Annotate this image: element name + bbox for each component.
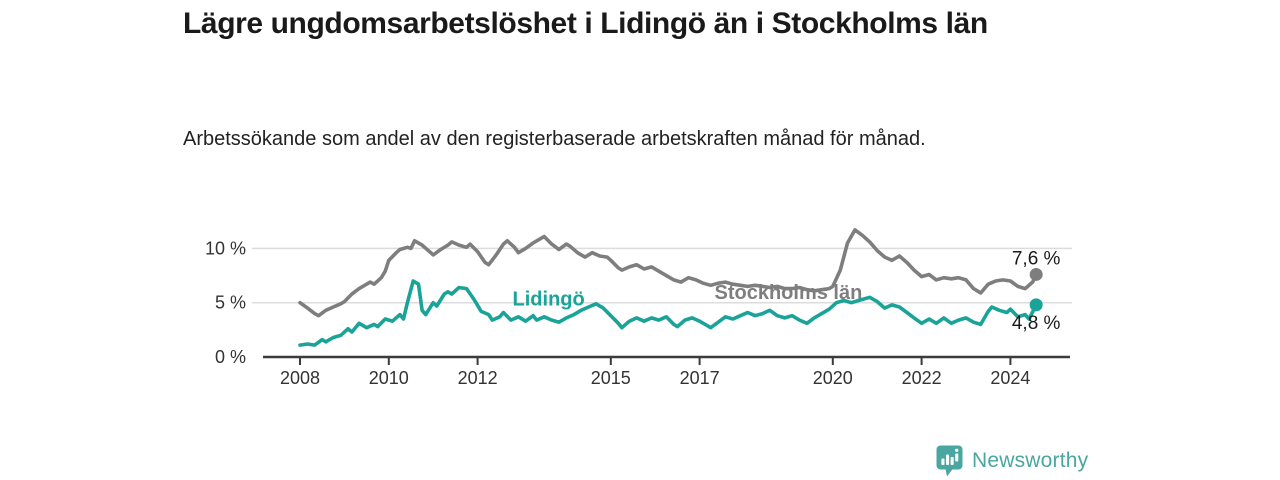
end-value-label-liding-: 4,8 % [1012,313,1061,334]
x-tick-label: 2022 [902,368,942,388]
bar-chart-speech-bubble-icon [936,445,963,477]
end-value-label-stockholms-l-n: 7,6 % [1012,248,1061,269]
series-line-liding- [298,279,1038,347]
series-label-liding-: Lidingö [513,288,585,310]
x-tick-label: 2015 [591,368,631,388]
x-tick-label: 2012 [458,368,498,388]
page-subtitle: Arbetssökande som andel av den registerb… [183,128,926,150]
y-tick-label: 5 % [215,293,246,313]
y-tick-label: 10 % [205,238,246,258]
series-end-dot-stockholms-l-n [1029,267,1043,281]
x-tick-label: 2017 [680,368,720,388]
x-tick-label: 2024 [990,368,1030,388]
series-end-dot-liding- [1029,298,1043,312]
page-title: Lägre ungdomsarbetslöshet i Lidingö än i… [183,7,988,40]
x-tick-label: 2010 [369,368,409,388]
series-line-stockholms-l-n [298,228,1038,318]
newsworthy-logo: Newsworthy [936,445,1088,477]
logo-text: Newsworthy [972,449,1089,472]
series-label-stockholms-l-n: Stockholms län [714,282,862,304]
x-tick-label: 2020 [813,368,853,388]
y-tick-label: 0 % [215,347,246,367]
x-tick-label: 2008 [280,368,320,388]
